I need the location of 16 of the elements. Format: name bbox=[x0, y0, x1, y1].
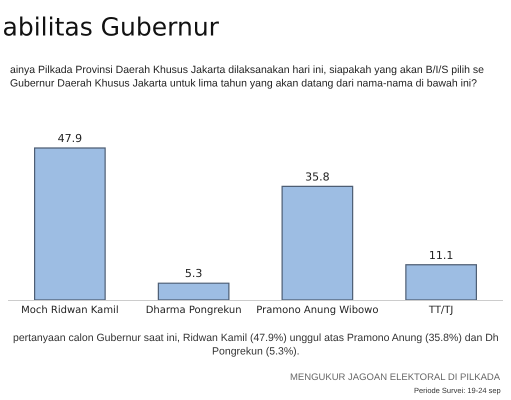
chart-subtitle: ainya Pilkada Provinsi Daerah Khusus Jakarta dilaksanakan hari ini, siapakah yang akan B/I/S pilih se Gubernur Daerah Khusus Jakarta untuk lima tahun yang akan datang dari nama-nama di bawah ini? bbox=[10, 64, 484, 90]
bar bbox=[282, 186, 354, 300]
data-label: 47.9 bbox=[58, 132, 82, 145]
text: pertanyaan calon Gubernur saat ini, Ridwan Kamil (47.9%) unggul atas Pramono Anung (35.8%) dan Dh Pongrekun (5.3%). bbox=[13, 332, 499, 358]
x-tick-label: Moch Ridwan Kamil bbox=[21, 305, 119, 316]
bar bbox=[405, 264, 477, 300]
x-tick-label: Dharma Pongrekun bbox=[146, 305, 242, 316]
x-tick-label: Pramono Anung Wibowo bbox=[256, 305, 378, 316]
x-tick-label: TT/TJ bbox=[428, 305, 454, 316]
data-label: 35.8 bbox=[305, 170, 330, 184]
data-label: 5.3 bbox=[184, 267, 202, 280]
data-label: 11.1 bbox=[428, 248, 454, 262]
text: MENGUKUR JAGOAN ELEKTORAL DI PILKADA bbox=[290, 372, 501, 383]
bar bbox=[158, 282, 230, 300]
chart-title: abilitas Gubernur bbox=[2, 12, 220, 42]
bar bbox=[34, 147, 106, 300]
